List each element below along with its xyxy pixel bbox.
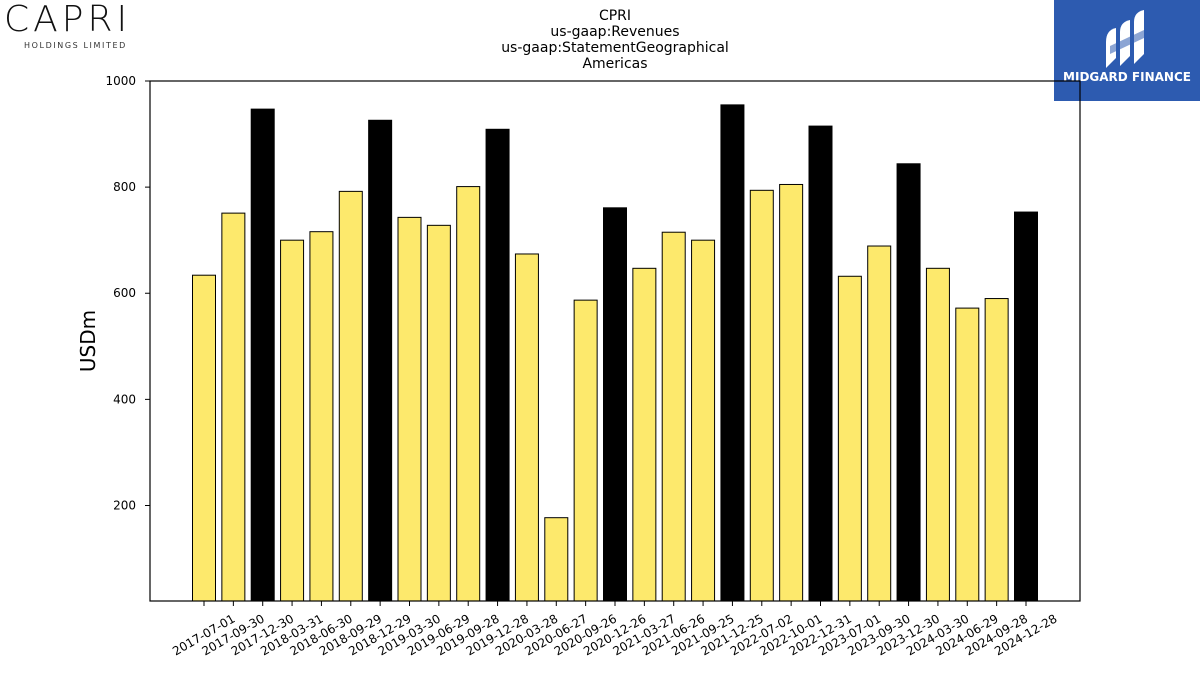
bar-2024-12-28 bbox=[1014, 211, 1038, 602]
bar-2018-06-30 bbox=[309, 231, 334, 602]
capri-logo-subtitle: HOLDINGS LIMITED bbox=[24, 41, 127, 50]
plot-frame bbox=[149, 80, 1081, 602]
y-tick-label: 200 bbox=[113, 498, 136, 512]
bar-2017-12-30 bbox=[250, 108, 275, 602]
bar-2019-09-28 bbox=[456, 186, 481, 602]
bar-2020-06-27 bbox=[544, 517, 569, 602]
bar-2017-07-01 bbox=[192, 274, 216, 602]
capri-logo-word: CAPRI bbox=[4, 0, 132, 40]
y-tick-label: 400 bbox=[113, 392, 136, 406]
bar-2024-06-29 bbox=[955, 307, 980, 602]
bar-2020-09-26 bbox=[573, 299, 598, 602]
bar-2022-12-31 bbox=[808, 125, 833, 602]
chart-title-line: us-gaap:StatementGeographical bbox=[501, 40, 729, 56]
y-axis-label: USDm bbox=[76, 310, 100, 372]
bar-2019-06-29 bbox=[426, 224, 451, 602]
bar-2021-12-25 bbox=[720, 104, 745, 602]
bar-2024-09-28 bbox=[984, 298, 1009, 602]
bar-2018-09-29 bbox=[338, 190, 363, 602]
chart-title-line: CPRI bbox=[599, 8, 631, 24]
bar-2017-09-30 bbox=[221, 212, 246, 602]
bar-2021-03-27 bbox=[632, 267, 657, 602]
bar-2021-06-26 bbox=[661, 231, 686, 602]
capri-holdings-logo: CAPRI HOLDINGS LIMITED bbox=[0, 0, 150, 56]
bar-2018-12-29 bbox=[368, 119, 393, 602]
bar-2020-03-28 bbox=[514, 253, 539, 602]
bar-2020-12-26 bbox=[603, 207, 627, 602]
bar-2022-10-01 bbox=[779, 183, 804, 602]
midgard-emblem-icon bbox=[1106, 10, 1144, 68]
bar-2024-03-30 bbox=[925, 267, 950, 602]
bar-2023-12-30 bbox=[896, 163, 921, 602]
bar-2023-09-30 bbox=[867, 245, 892, 602]
bar-2018-03-31 bbox=[280, 239, 305, 602]
y-tick-label: 600 bbox=[113, 286, 136, 300]
y-axis: 200 400 600 800 1000 bbox=[105, 74, 150, 512]
x-axis: 2017-07-012017-09-302017-12-302018-03-31… bbox=[170, 601, 1060, 658]
bar-2019-03-30 bbox=[397, 216, 422, 602]
bar-series bbox=[192, 104, 1038, 602]
chart-title-line: Americas bbox=[582, 56, 647, 72]
bar-2022-07-02 bbox=[749, 189, 774, 602]
bar-2021-09-25 bbox=[691, 239, 716, 602]
midgard-finance-logo: MIDGARD FINANCE bbox=[1054, 0, 1200, 101]
bar-2019-12-28 bbox=[485, 128, 510, 602]
chart-title-line: us-gaap:Revenues bbox=[550, 24, 679, 40]
midgard-logo-text: MIDGARD FINANCE bbox=[1063, 70, 1191, 84]
y-tick-label: 800 bbox=[113, 180, 136, 194]
y-tick-label: 1000 bbox=[105, 74, 136, 88]
chart-title: CPRI us-gaap:Revenues us-gaap:StatementG… bbox=[501, 8, 729, 72]
bar-2023-07-01 bbox=[837, 275, 862, 602]
